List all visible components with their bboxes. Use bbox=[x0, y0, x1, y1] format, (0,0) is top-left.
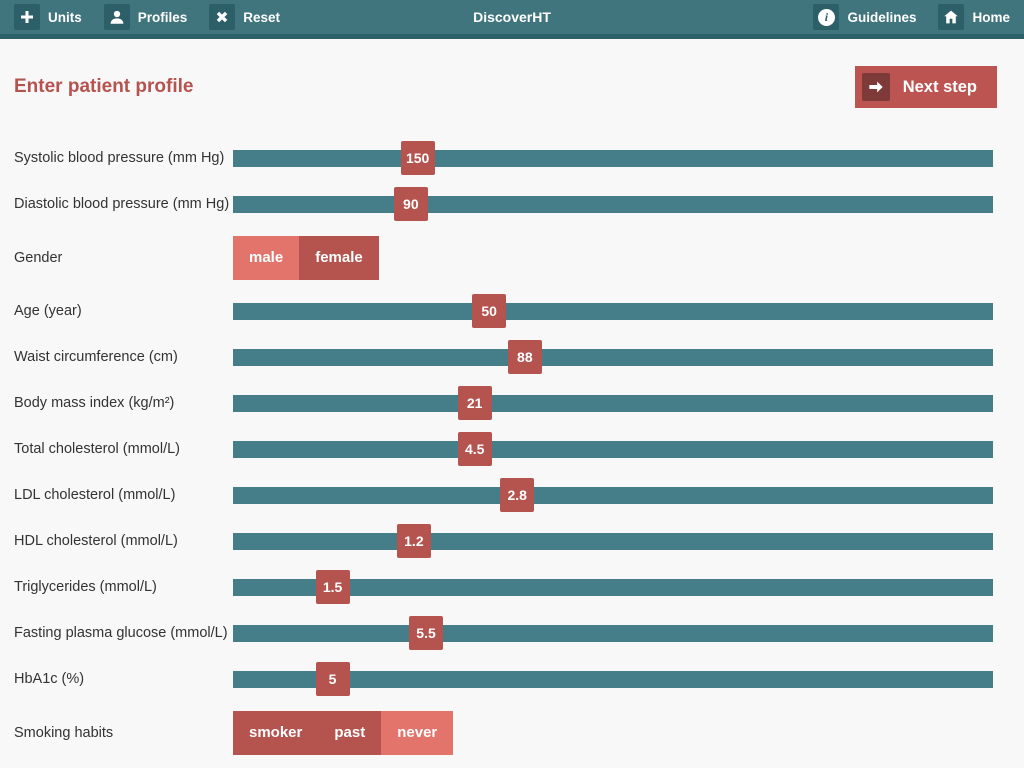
plus-icon bbox=[14, 4, 40, 30]
toggle-option-never[interactable]: never bbox=[381, 710, 454, 755]
topbar-left-group: Units Profiles Reset bbox=[14, 4, 280, 30]
toggle-option-female[interactable]: female bbox=[299, 235, 379, 280]
slider-row: HDL cholesterol (mmol/L) 1.2 bbox=[14, 518, 993, 564]
reset-button[interactable]: Reset bbox=[209, 4, 280, 30]
slider-row: Body mass index (kg/m²) 21 bbox=[14, 380, 993, 426]
slider-row: Fasting plasma glucose (mmol/L) 5.5 bbox=[14, 610, 993, 656]
slider-track[interactable]: 4.5 bbox=[233, 432, 993, 466]
row-label: Body mass index (kg/m²) bbox=[14, 395, 175, 411]
slider-handle[interactable]: 1.2 bbox=[396, 524, 431, 558]
slider-track[interactable]: 90 bbox=[233, 187, 993, 221]
toggle-row: Smoking habits smoker past never bbox=[14, 702, 993, 763]
slider-handle[interactable]: 150 bbox=[400, 141, 435, 175]
slider-handle[interactable]: 88 bbox=[507, 340, 542, 374]
guidelines-label: Guidelines bbox=[847, 9, 917, 25]
topbar-right-group: i Guidelines Home bbox=[813, 4, 1010, 30]
toggle-option-past[interactable]: past bbox=[318, 710, 382, 755]
slider-track[interactable]: 5 bbox=[233, 662, 993, 696]
arrow-right-icon bbox=[861, 73, 890, 101]
slider-row: Triglycerides (mmol/L) 1.5 bbox=[14, 564, 993, 610]
home-label: Home bbox=[972, 9, 1010, 25]
toggle-row: Gender male female bbox=[14, 227, 993, 288]
slider-row: Age (year) 50 bbox=[14, 288, 993, 334]
row-label: HbA1c (%) bbox=[14, 671, 85, 687]
slider-handle[interactable]: 90 bbox=[393, 187, 428, 221]
slider-track[interactable]: 21 bbox=[233, 386, 993, 420]
home-icon bbox=[938, 4, 965, 30]
profiles-button[interactable]: Profiles bbox=[103, 4, 188, 30]
profiles-label: Profiles bbox=[137, 9, 188, 25]
slider-handle[interactable]: 5.5 bbox=[409, 616, 444, 650]
topbar: Units Profiles Reset DiscoverHT i Guidel… bbox=[0, 0, 1024, 39]
row-label: Systolic blood pressure (mm Hg) bbox=[14, 150, 225, 166]
slider-row: Systolic blood pressure (mm Hg) 150 bbox=[14, 135, 993, 181]
slider-track[interactable]: 1.5 bbox=[233, 570, 993, 604]
slider-row: Waist circumference (cm) 88 bbox=[14, 334, 993, 380]
units-label: Units bbox=[48, 9, 82, 25]
info-icon: i bbox=[813, 4, 840, 30]
next-step-button[interactable]: Next step bbox=[854, 66, 997, 108]
row-label: Gender bbox=[14, 249, 63, 266]
slider-track[interactable]: 88 bbox=[233, 340, 993, 374]
slider-track[interactable]: 5.5 bbox=[233, 616, 993, 650]
row-label: Age (year) bbox=[14, 303, 82, 319]
reset-label: Reset bbox=[243, 9, 281, 25]
home-button[interactable]: Home bbox=[938, 4, 1010, 30]
row-label: Total cholesterol (mmol/L) bbox=[14, 441, 180, 457]
slider-track[interactable]: 1.2 bbox=[233, 524, 993, 558]
units-button[interactable]: Units bbox=[14, 4, 82, 30]
form-rows: Systolic blood pressure (mm Hg) 150 Dias… bbox=[0, 135, 1024, 763]
toggle-option-male[interactable]: male bbox=[233, 235, 300, 280]
slider-handle[interactable]: 21 bbox=[457, 386, 492, 420]
row-label: Diastolic blood pressure (mm Hg) bbox=[14, 196, 230, 212]
toggle-group: male female bbox=[233, 235, 379, 280]
page-header: Enter patient profile Next step bbox=[0, 39, 1024, 135]
slider-row: HbA1c (%) 5 bbox=[14, 656, 993, 702]
toggle-group: smoker past never bbox=[233, 710, 454, 755]
slider-handle[interactable]: 2.8 bbox=[500, 478, 535, 512]
row-label: HDL cholesterol (mmol/L) bbox=[14, 533, 178, 549]
row-label: Fasting plasma glucose (mmol/L) bbox=[14, 625, 228, 641]
page-title: Enter patient profile bbox=[14, 76, 194, 97]
guidelines-button[interactable]: i Guidelines bbox=[813, 4, 916, 30]
person-icon bbox=[103, 4, 130, 30]
next-step-label: Next step bbox=[902, 77, 977, 96]
slider-track[interactable]: 2.8 bbox=[233, 478, 993, 512]
toggle-option-smoker[interactable]: smoker bbox=[233, 710, 319, 755]
row-label: Smoking habits bbox=[14, 724, 114, 741]
row-label: Waist circumference (cm) bbox=[14, 349, 178, 365]
x-icon bbox=[209, 4, 236, 30]
row-label: Triglycerides (mmol/L) bbox=[14, 579, 157, 595]
slider-handle[interactable]: 5 bbox=[315, 662, 350, 696]
slider-row: Total cholesterol (mmol/L) 4.5 bbox=[14, 426, 993, 472]
slider-track[interactable]: 150 bbox=[233, 141, 993, 175]
slider-track[interactable]: 50 bbox=[233, 294, 993, 328]
row-label: LDL cholesterol (mmol/L) bbox=[14, 487, 176, 503]
slider-row: LDL cholesterol (mmol/L) 2.8 bbox=[14, 472, 993, 518]
slider-handle[interactable]: 4.5 bbox=[457, 432, 492, 466]
slider-handle[interactable]: 50 bbox=[472, 294, 507, 328]
slider-handle[interactable]: 1.5 bbox=[315, 570, 350, 604]
slider-row: Diastolic blood pressure (mm Hg) 90 bbox=[14, 181, 993, 227]
